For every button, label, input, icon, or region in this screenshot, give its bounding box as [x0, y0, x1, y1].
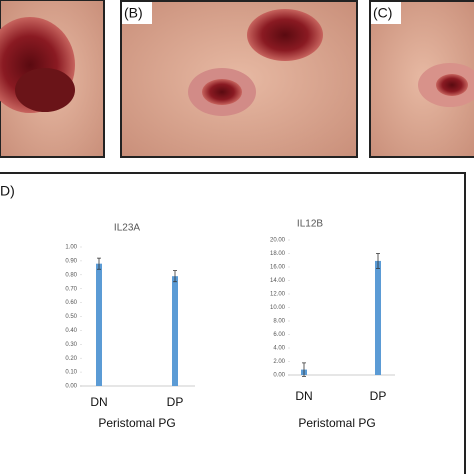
- chart-title: IL12B: [297, 219, 323, 230]
- panel-label: (B): [124, 5, 143, 21]
- bar: [172, 276, 178, 386]
- y-tick-label: 10.00: [270, 305, 286, 311]
- y-tick-label: 2.00: [273, 359, 285, 365]
- y-tick-label: 0.10: [65, 370, 77, 376]
- y-tick-label: 0.50: [65, 314, 77, 320]
- x-tick-label: DN: [90, 395, 107, 409]
- bar: [375, 260, 381, 375]
- y-tick-label: 0.00: [273, 373, 285, 379]
- y-tick-label: 0.30: [65, 342, 77, 348]
- y-tick-label: 0.60: [65, 300, 77, 306]
- y-tick-label: 0.00: [65, 384, 77, 390]
- y-tick-label: 0.40: [65, 328, 77, 334]
- y-tick-label: 18.00: [270, 251, 286, 257]
- photo-b: (B): [120, 0, 358, 158]
- x-tick-label: DN: [295, 389, 312, 403]
- bar: [96, 263, 102, 386]
- y-tick-label: 4.00: [273, 346, 285, 352]
- x-tick-label: DP: [167, 395, 184, 409]
- x-tick-label: DP: [370, 389, 387, 403]
- error-bar: [173, 270, 177, 283]
- photo-a: [0, 0, 105, 158]
- y-tick-label: 1.00: [65, 245, 77, 251]
- y-tick-label: 16.00: [270, 265, 286, 271]
- y-tick-label: 12.00: [270, 292, 286, 298]
- y-tick-label: 6.00: [273, 332, 285, 338]
- y-tick-label: 0.80: [65, 272, 77, 278]
- y-tick-label: 0.70: [65, 286, 77, 292]
- x-axis-label: Peristomal PG: [298, 416, 375, 430]
- error-bar: [302, 362, 306, 377]
- y-tick-label: 8.00: [273, 319, 285, 325]
- photo-c: (C): [369, 0, 474, 158]
- x-axis-label: Peristomal PG: [98, 416, 175, 430]
- y-tick-label: 0.90: [65, 258, 77, 264]
- panel-label: D): [0, 183, 15, 199]
- y-tick-label: 20.00: [270, 238, 286, 244]
- chart-title: IL23A: [114, 223, 140, 234]
- y-tick-label: 14.00: [270, 278, 286, 284]
- error-bar: [376, 253, 380, 269]
- panel-d-frame: [0, 172, 466, 474]
- error-bar: [97, 257, 101, 270]
- y-tick-label: 0.20: [65, 356, 77, 362]
- panel-label: (C): [373, 5, 392, 21]
